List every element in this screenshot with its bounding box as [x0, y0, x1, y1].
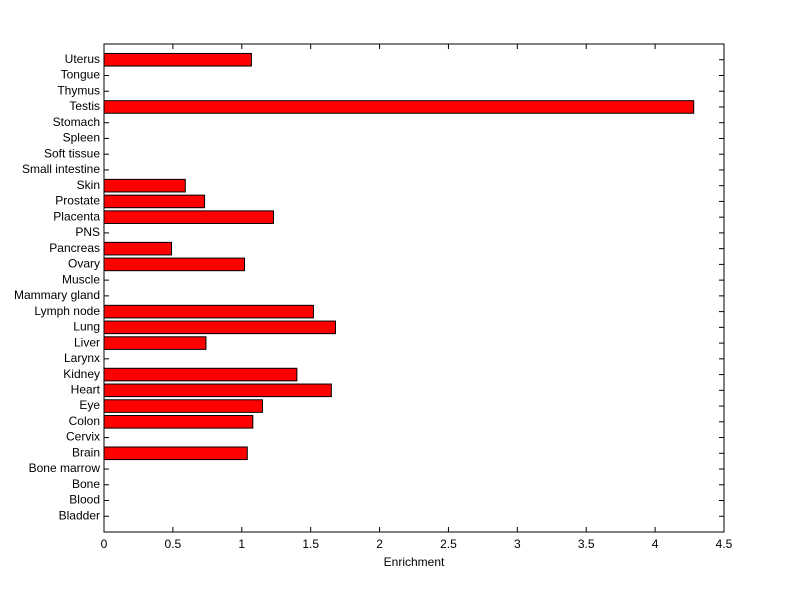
x-axis-label: Enrichment — [384, 555, 445, 569]
bar — [103, 383, 332, 398]
bar — [103, 320, 336, 335]
x-tick-label: 1 — [238, 537, 245, 551]
x-tick-label: 1.5 — [302, 537, 319, 551]
bar — [103, 241, 173, 256]
x-tick-label: 0 — [101, 537, 108, 551]
y-tick-label: Ovary — [68, 257, 100, 271]
y-tick-label: Stomach — [53, 115, 100, 129]
bar — [103, 257, 246, 272]
bar — [103, 304, 314, 319]
y-tick-label: Uterus — [65, 52, 100, 66]
y-tick-label: Prostate — [55, 194, 100, 208]
x-tick-label: 4.5 — [716, 537, 733, 551]
y-tick-label: Testis — [69, 99, 100, 113]
y-tick-label: Kidney — [63, 367, 100, 381]
x-tick-label: 2.5 — [440, 537, 457, 551]
y-tick-label: Pancreas — [49, 241, 100, 255]
bar — [103, 446, 248, 461]
y-tick-label: Cervix — [66, 430, 100, 444]
x-tick-label: 0.5 — [165, 537, 182, 551]
bar — [103, 415, 254, 429]
bar — [103, 100, 695, 114]
bar — [103, 367, 298, 382]
y-tick-label: PNS — [75, 225, 100, 239]
y-tick-label: Lymph node — [34, 304, 100, 318]
bar — [103, 52, 252, 67]
y-tick-label: Eye — [79, 398, 100, 412]
y-tick-label: Mammary gland — [14, 288, 100, 302]
bar — [103, 178, 186, 193]
x-tick-label: 3.5 — [578, 537, 595, 551]
bar — [103, 336, 207, 350]
y-tick-label: Bone — [72, 477, 100, 491]
y-tick-label: Colon — [69, 414, 100, 428]
y-tick-label: Brain — [72, 445, 100, 459]
y-tick-label: Skin — [77, 178, 100, 192]
y-tick-label: Liver — [74, 335, 100, 349]
bar — [103, 399, 263, 413]
y-tick-label: Blood — [69, 493, 100, 507]
x-tick-label: 2 — [376, 537, 383, 551]
y-tick-label: Bladder — [59, 508, 100, 522]
y-tick-label: Placenta — [53, 209, 100, 223]
bar — [103, 210, 274, 224]
y-tick-label: Small intestine — [22, 162, 100, 176]
y-tick-label: Spleen — [63, 131, 100, 145]
y-tick-label: Heart — [71, 382, 101, 396]
y-tick-label: Thymus — [57, 83, 100, 97]
x-tick-label: 3 — [514, 537, 521, 551]
y-tick-label: Larynx — [64, 351, 100, 365]
y-tick-label: Muscle — [62, 272, 100, 286]
y-tick-label: Soft tissue — [44, 146, 100, 160]
y-tick-label: Tongue — [61, 68, 101, 82]
bar — [103, 194, 206, 209]
y-tick-label: Lung — [73, 320, 100, 334]
y-tick-label: Bone marrow — [29, 461, 101, 475]
x-tick-label: 4 — [652, 537, 659, 551]
